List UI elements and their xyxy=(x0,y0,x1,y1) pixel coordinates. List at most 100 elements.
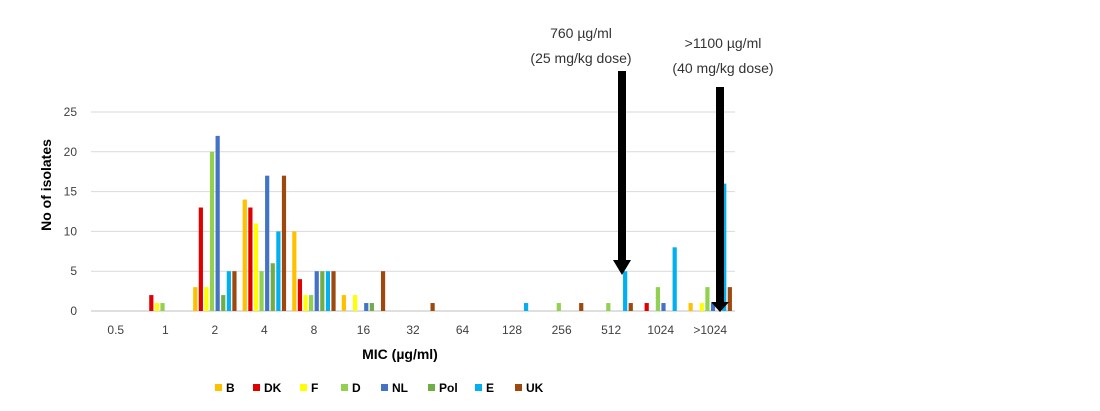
x-tick-label: 4 xyxy=(261,323,268,337)
bar-Pol-8 xyxy=(320,271,325,311)
bar-NL->1024 xyxy=(710,303,716,311)
bar-F-4 xyxy=(253,223,259,311)
y-tick-label: 5 xyxy=(70,264,77,278)
bar-NL-1024 xyxy=(661,303,666,311)
bar-UK-16 xyxy=(380,271,386,311)
bar-F-2 xyxy=(204,287,209,311)
annotation-760-line2: (25 mg/kg dose) xyxy=(530,50,631,66)
legend-label-NL: NL xyxy=(392,381,408,395)
y-tick-label: 15 xyxy=(64,185,78,199)
y-axis-ticks: 0 5 10 15 20 25 xyxy=(64,105,78,318)
annotation-1100-line1: >1100 µg/ml xyxy=(685,35,762,51)
bar-DK-1024 xyxy=(644,303,649,311)
x-axis-ticks: 0.5 1 2 4 8 16 32 64 128 256 512 1024 >1024 xyxy=(107,323,727,337)
bar-E-4 xyxy=(276,231,281,311)
bar-Pol-4 xyxy=(270,263,275,311)
arrow-1100-shaft xyxy=(716,87,724,303)
legend-swatch-F xyxy=(300,384,307,391)
bar-NL-4 xyxy=(265,175,270,311)
legend-label-D: D xyxy=(352,381,361,395)
arrow-1100-head xyxy=(711,302,729,312)
bar-F->1024 xyxy=(699,303,704,311)
bar-NL-16 xyxy=(364,303,369,311)
arrow-760-head xyxy=(613,260,631,275)
y-tick-label: 0 xyxy=(70,304,77,318)
x-tick-label: 64 xyxy=(456,323,470,337)
bar-E-128 xyxy=(523,303,529,311)
bar-B-2 xyxy=(193,287,198,311)
bars xyxy=(149,135,732,311)
bar-E-1024 xyxy=(672,247,677,311)
x-tick-label: 1024 xyxy=(647,323,674,337)
bar-E-2 xyxy=(226,271,231,311)
bar-DK-2 xyxy=(198,207,203,311)
bar-F-16 xyxy=(352,295,358,311)
legend-label-Pol: Pol xyxy=(439,381,458,395)
bar-D-256 xyxy=(556,303,561,311)
arrow-760-shaft xyxy=(618,71,626,261)
legend-swatch-UK xyxy=(515,384,522,391)
bar-D-1024 xyxy=(655,287,660,311)
bar-NL-8 xyxy=(314,271,319,311)
legend-swatch-E xyxy=(475,384,482,391)
bar-DK-4 xyxy=(248,207,253,311)
legend-label-DK: DK xyxy=(264,381,282,395)
bar-D-2 xyxy=(209,151,215,311)
y-tick-label: 20 xyxy=(64,145,78,159)
x-tick-label: 16 xyxy=(357,323,371,337)
annotation-1100-line2: (40 mg/kg dose) xyxy=(672,60,773,76)
bar-F-1 xyxy=(154,303,160,311)
x-tick-label: 128 xyxy=(502,323,522,337)
legend-label-B: B xyxy=(226,381,235,395)
legend-label-UK: UK xyxy=(526,381,544,395)
bar-B->1024 xyxy=(688,303,693,311)
bar-DK-8 xyxy=(297,279,303,311)
gridlines xyxy=(91,111,735,312)
y-tick-label: 10 xyxy=(64,224,78,238)
x-tick-label: 512 xyxy=(601,323,621,337)
bar-Pol-2 xyxy=(221,295,226,311)
bar-UK-8 xyxy=(331,271,336,311)
y-tick-label: 25 xyxy=(64,105,78,119)
y-axis-title: No of isolates xyxy=(38,139,54,231)
legend-swatch-B xyxy=(215,384,222,391)
bar-E->1024 xyxy=(722,183,727,311)
bar-D-8 xyxy=(309,295,314,311)
x-tick-label: 1 xyxy=(162,323,169,337)
bar-DK-1 xyxy=(149,295,154,311)
bar-UK-4 xyxy=(281,175,287,311)
bar-D-512 xyxy=(606,303,611,311)
x-axis-title: MIC (µg/ml) xyxy=(362,346,438,362)
x-tick-label: 256 xyxy=(552,323,572,337)
bar-Pol-16 xyxy=(369,303,374,311)
bar-NL-2 xyxy=(215,135,220,311)
bar-D-4 xyxy=(259,271,264,311)
bar-D->1024 xyxy=(705,287,710,311)
legend-swatch-DK xyxy=(253,384,260,391)
annotation-760-line1: 760 µg/ml xyxy=(550,25,612,41)
bar-E-8 xyxy=(325,271,331,311)
legend-swatch-D xyxy=(341,384,348,391)
legend-swatch-Pol xyxy=(428,384,435,391)
bar-UK-512 xyxy=(628,303,633,311)
bar-E-512 xyxy=(623,271,628,311)
annotations: 760 µg/ml (25 mg/kg dose) >1100 µg/ml (4… xyxy=(530,25,774,312)
x-tick-label: >1024 xyxy=(693,323,727,337)
bar-B-8 xyxy=(292,231,297,311)
bar-F-8 xyxy=(303,295,308,311)
legend-label-E: E xyxy=(486,381,494,395)
legend: B DK F D NL Pol E UK xyxy=(215,381,544,395)
x-tick-label: 0.5 xyxy=(107,323,124,337)
bar-B-4 xyxy=(242,199,247,311)
bar-UK-256 xyxy=(579,303,584,311)
bar-UK-32 xyxy=(430,303,435,311)
x-tick-label: 2 xyxy=(212,323,219,337)
bar-UK->1024 xyxy=(727,287,732,311)
bar-B-16 xyxy=(341,295,346,311)
x-tick-label: 8 xyxy=(311,323,318,337)
legend-label-F: F xyxy=(311,381,318,395)
x-tick-label: 32 xyxy=(406,323,420,337)
bar-UK-2 xyxy=(232,271,237,311)
legend-swatch-NL xyxy=(381,384,388,391)
